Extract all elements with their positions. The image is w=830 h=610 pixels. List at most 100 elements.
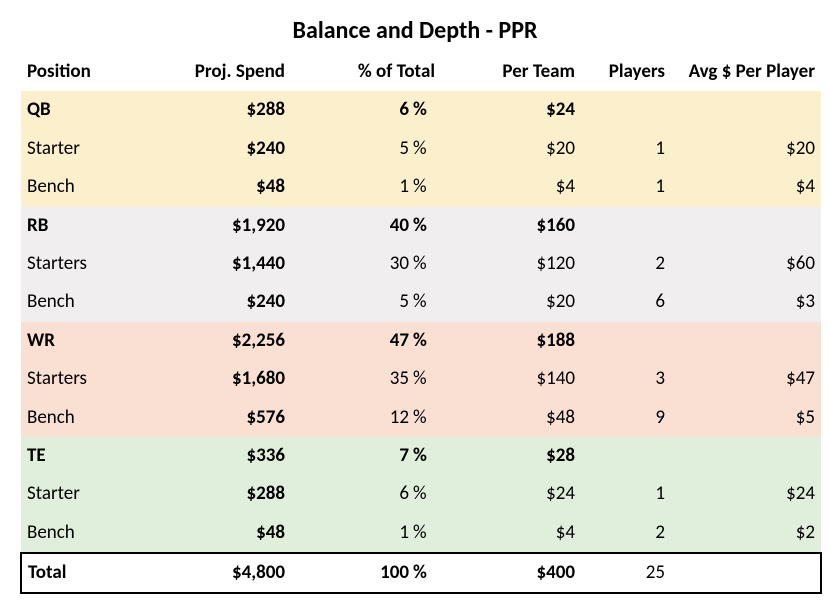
- cell-avg: [671, 437, 821, 475]
- section-header-row: QB$2886%$24: [21, 91, 821, 129]
- cell-position: Bench: [21, 514, 141, 553]
- cell-avg: $20: [671, 130, 821, 168]
- cell-position: QB: [21, 91, 141, 129]
- section-sub-row: Starters$1,68035%$1403$47: [21, 360, 821, 398]
- cell-players: 6: [581, 283, 671, 321]
- cell-per-team: $4: [441, 514, 581, 553]
- cell-per-team: $140: [441, 360, 581, 398]
- cell-pct-sym: %: [411, 91, 441, 129]
- cell-pct-sym: %: [411, 283, 441, 321]
- cell-players: 1: [581, 475, 671, 513]
- cell-pct: 12: [291, 399, 411, 437]
- table-header-row: Position Proj. Spend % of Total Per Team…: [21, 53, 821, 91]
- cell-position: TE: [21, 437, 141, 475]
- section-sub-row: Starter$2405%$201$20: [21, 130, 821, 168]
- cell-position: Bench: [21, 168, 141, 206]
- cell-position: WR: [21, 322, 141, 360]
- cell-pct: 47: [291, 322, 411, 360]
- cell-proj-spend: $48: [141, 514, 291, 553]
- col-pct-total: % of Total: [291, 53, 441, 91]
- cell-position: Bench: [21, 399, 141, 437]
- cell-per-team: $20: [441, 283, 581, 321]
- section-sub-row: Bench$481%$41$4: [21, 168, 821, 206]
- cell-players: 2: [581, 245, 671, 283]
- cell-players: 2: [581, 514, 671, 553]
- col-players: Players: [581, 53, 671, 91]
- table-title: Balance and Depth - PPR: [20, 16, 810, 45]
- cell-pct: 1: [291, 168, 411, 206]
- cell-per-team: $24: [441, 91, 581, 129]
- cell-position: Starters: [21, 360, 141, 398]
- cell-pct-sym: %: [411, 130, 441, 168]
- cell-per-team: $48: [441, 399, 581, 437]
- cell-avg: $24: [671, 475, 821, 513]
- cell-position: RB: [21, 207, 141, 245]
- cell-pct: 35: [291, 360, 411, 398]
- cell-position: Starter: [21, 475, 141, 513]
- col-position: Position: [21, 53, 141, 91]
- cell-per-team: $24: [441, 475, 581, 513]
- col-proj-spend: Proj. Spend: [141, 53, 291, 91]
- cell-avg: $60: [671, 245, 821, 283]
- cell-avg: $3: [671, 283, 821, 321]
- cell-avg: [671, 91, 821, 129]
- cell-per-team: $188: [441, 322, 581, 360]
- cell-pct: 40: [291, 207, 411, 245]
- section-header-row: TE$3367%$28: [21, 437, 821, 475]
- cell-pct-sym: %: [411, 475, 441, 513]
- cell-pct: 1: [291, 514, 411, 553]
- cell-pct: 30: [291, 245, 411, 283]
- cell-avg: [671, 553, 821, 593]
- cell-pct-sym: %: [411, 360, 441, 398]
- cell-pct-sym: %: [411, 514, 441, 553]
- cell-avg: $5: [671, 399, 821, 437]
- cell-proj-spend: $48: [141, 168, 291, 206]
- section-sub-row: Bench$57612%$489$5: [21, 399, 821, 437]
- cell-avg: $4: [671, 168, 821, 206]
- cell-per-team: $4: [441, 168, 581, 206]
- cell-pct-sym: %: [411, 399, 441, 437]
- cell-proj-spend: $1,440: [141, 245, 291, 283]
- section-sub-row: Starters$1,44030%$1202$60: [21, 245, 821, 283]
- cell-pct-sym: %: [411, 245, 441, 283]
- cell-avg: $2: [671, 514, 821, 553]
- cell-players: 3: [581, 360, 671, 398]
- cell-pct-sym: %: [411, 553, 441, 593]
- cell-proj-spend: $1,920: [141, 207, 291, 245]
- section-header-row: RB$1,92040%$160: [21, 207, 821, 245]
- cell-players: 1: [581, 168, 671, 206]
- section-sub-row: Bench$481%$42$2: [21, 514, 821, 553]
- cell-pct: 7: [291, 437, 411, 475]
- section-sub-row: Starter$2886%$241$24: [21, 475, 821, 513]
- section-header-row: WR$2,25647%$188: [21, 322, 821, 360]
- cell-pct: 100: [291, 553, 411, 593]
- cell-proj-spend: $288: [141, 475, 291, 513]
- cell-pct: 6: [291, 475, 411, 513]
- cell-position: Starters: [21, 245, 141, 283]
- cell-players: [581, 322, 671, 360]
- cell-players: 1: [581, 130, 671, 168]
- col-avg-player: Avg $ Per Player: [671, 53, 821, 91]
- cell-proj-spend: $240: [141, 130, 291, 168]
- balance-depth-table: Position Proj. Spend % of Total Per Team…: [20, 53, 822, 594]
- cell-avg: $47: [671, 360, 821, 398]
- cell-players: [581, 437, 671, 475]
- total-row: Total$4,800100%$40025: [21, 553, 821, 593]
- col-per-team: Per Team: [441, 53, 581, 91]
- cell-per-team: $160: [441, 207, 581, 245]
- cell-pct-sym: %: [411, 168, 441, 206]
- cell-proj-spend: $288: [141, 91, 291, 129]
- cell-position: Bench: [21, 283, 141, 321]
- cell-position: Starter: [21, 130, 141, 168]
- cell-players: [581, 207, 671, 245]
- cell-proj-spend: $576: [141, 399, 291, 437]
- cell-players: 9: [581, 399, 671, 437]
- cell-per-team: $400: [441, 553, 581, 593]
- cell-pct-sym: %: [411, 207, 441, 245]
- cell-pct-sym: %: [411, 322, 441, 360]
- cell-players: 25: [581, 553, 671, 593]
- cell-position: Total: [21, 553, 141, 593]
- cell-avg: [671, 322, 821, 360]
- cell-avg: [671, 207, 821, 245]
- section-sub-row: Bench$2405%$206$3: [21, 283, 821, 321]
